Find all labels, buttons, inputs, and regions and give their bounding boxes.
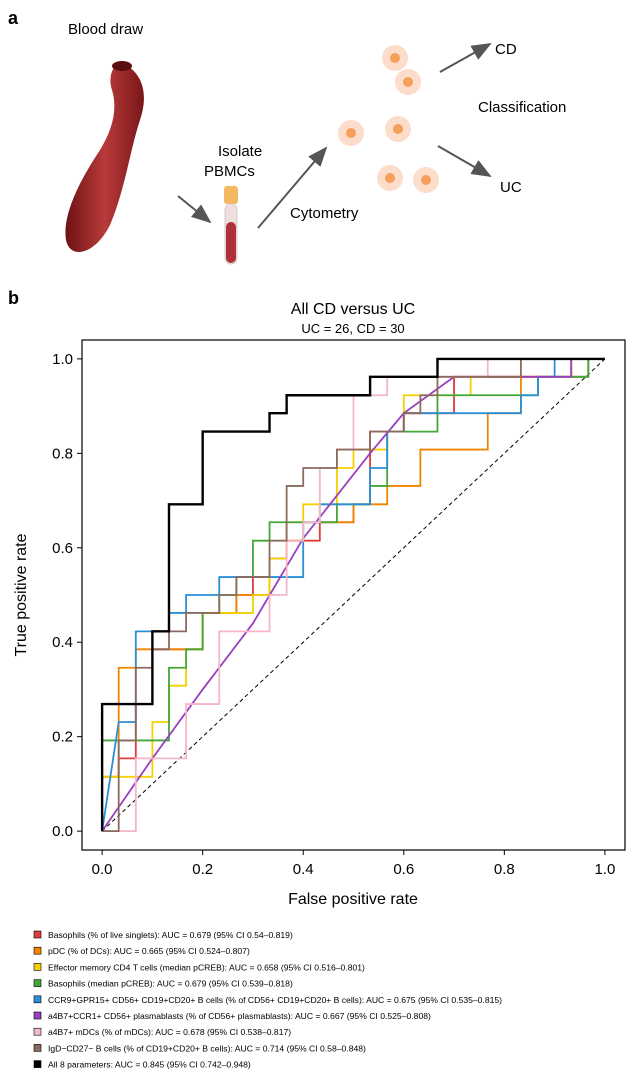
- legend-swatch: [33, 1044, 42, 1052]
- diagram-label: Blood draw: [68, 21, 143, 38]
- legend-label: a4B7+ mDCs (% of mDCs): AUC = 0.678 (95%…: [48, 1027, 291, 1037]
- x-tick-label: 0.2: [192, 861, 213, 878]
- chart-subtitle: UC = 26, CD = 30: [301, 321, 404, 336]
- cells: [338, 45, 439, 193]
- x-tick-label: 0.0: [92, 861, 113, 878]
- x-tick-label: 0.4: [293, 861, 314, 878]
- legend-label: CCR9+GPR15+ CD56+ CD19+CD20+ B cells (% …: [48, 995, 502, 1005]
- legend-label: IgD−CD27− B cells (% of CD19+CD20+ B cel…: [48, 1043, 366, 1053]
- legend-label: Effector memory CD4 T cells (median pCRE…: [48, 962, 365, 972]
- panel-label: b: [8, 288, 19, 308]
- x-tick-label: 0.6: [393, 861, 414, 878]
- legend-swatch: [33, 995, 42, 1004]
- diagram-label: Isolate: [218, 143, 262, 160]
- legend-label: a4B7+CCR1+ CD56+ plasmablasts (% of CD56…: [48, 1011, 431, 1021]
- legend-label: pDC (% of DCs): AUC = 0.665 (95% CI 0.52…: [48, 946, 250, 956]
- y-tick-label: 0.4: [52, 634, 73, 651]
- tube: [224, 186, 238, 265]
- y-tick-label: 0.6: [52, 540, 73, 557]
- plot-frame: [81, 339, 626, 851]
- arrow: [257, 146, 328, 229]
- diagram-label: CD: [495, 41, 517, 58]
- diagram-label: Classification: [478, 99, 566, 116]
- legend-swatch: [33, 1060, 42, 1068]
- x-tick-label: 0.8: [494, 861, 515, 878]
- legend-label: Basophils (% of live singlets): AUC = 0.…: [48, 930, 293, 940]
- arrow: [439, 43, 492, 73]
- legend-swatch: [33, 963, 42, 971]
- chart-title: All CD versus UC: [291, 301, 415, 318]
- roc-curve: [100, 357, 605, 832]
- arrow: [177, 195, 212, 224]
- panel-label: a: [8, 8, 19, 28]
- diagram-label: PBMCs: [204, 163, 255, 180]
- blood-vessel: [65, 61, 144, 252]
- y-axis-label: True positive rate: [13, 533, 30, 656]
- legend-label: All 8 parameters: AUC = 0.845 (95% CI 0.…: [48, 1060, 251, 1070]
- y-tick-label: 0.0: [52, 823, 73, 840]
- legend-swatch: [33, 930, 42, 939]
- y-tick-label: 0.2: [52, 729, 73, 746]
- roc-curve: [102, 357, 605, 833]
- legend-swatch: [33, 979, 42, 987]
- y-tick-label: 1.0: [52, 351, 73, 368]
- legend-swatch: [33, 1011, 42, 1020]
- legend-swatch: [33, 1027, 42, 1036]
- x-tick-label: 1.0: [594, 861, 615, 878]
- x-axis-label: False positive rate: [288, 891, 418, 908]
- legend-swatch: [33, 946, 42, 955]
- diagram-label: UC: [500, 179, 522, 196]
- legend-label: Basophils (median pCREB): AUC = 0.679 (9…: [48, 979, 293, 989]
- arrow: [437, 145, 492, 177]
- diagram-label: Cytometry: [290, 205, 359, 222]
- y-tick-label: 0.8: [52, 445, 73, 462]
